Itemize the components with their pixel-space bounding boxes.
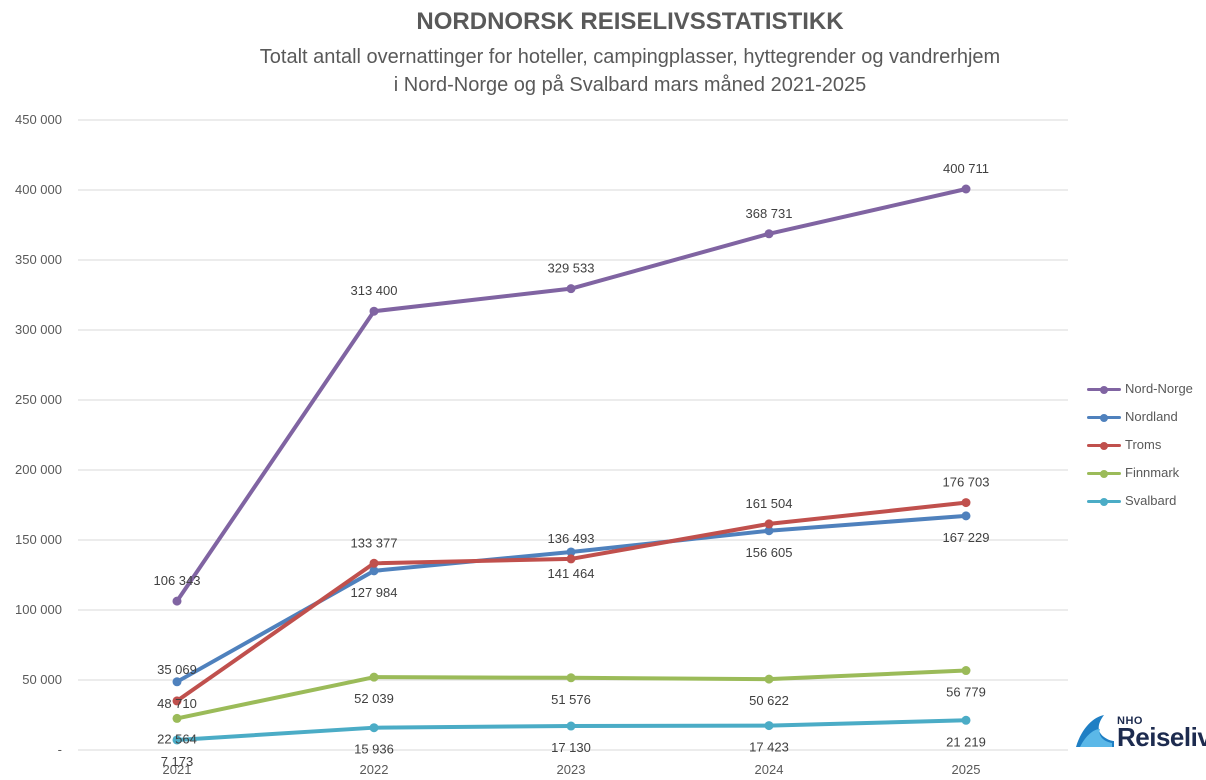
data-point-nord-norge <box>172 596 182 606</box>
x-axis-ticks: 2021 2022 2023 2024 2025 <box>163 762 981 777</box>
data-label-svalbard: 21 219 <box>946 734 986 749</box>
data-label-nord-norge: 313 400 <box>351 283 398 298</box>
data-label-troms: 161 504 <box>746 496 793 511</box>
data-point-svalbard <box>961 715 971 725</box>
data-label-nordland: 35 069 <box>157 662 197 677</box>
data-point-svalbard <box>764 721 774 731</box>
data-point-troms <box>764 519 774 529</box>
data-label-finnmark: 52 039 <box>354 691 394 706</box>
chart-title: NORDNORSK REISELIVSSTATISTIKK <box>416 8 844 35</box>
data-point-finnmark <box>961 666 971 676</box>
legend-label: Troms <box>1125 437 1162 452</box>
data-point-nord-norge <box>566 284 576 294</box>
data-point-troms <box>369 558 379 568</box>
data-point-nord-norge <box>764 229 774 239</box>
data-point-troms <box>961 498 971 508</box>
data-label-finnmark: 51 576 <box>551 692 591 707</box>
data-label-svalbard: 17 423 <box>749 740 789 755</box>
data-label-troms: 48 710 <box>157 696 197 711</box>
y-tick-label: 300 000 <box>15 322 62 337</box>
data-label-nordland: 156 605 <box>746 545 793 560</box>
data-label-troms: 176 703 <box>943 475 990 490</box>
data-point-troms <box>566 554 576 564</box>
data-label-finnmark: 22 564 <box>157 731 197 746</box>
legend-swatch <box>1087 441 1121 450</box>
data-labels: 106 343 313 400 329 533 368 731 400 711 35 06… <box>154 161 990 769</box>
legend-item-nordland: Nordland <box>1087 406 1202 434</box>
legend-item-nord-norge: Nord-Norge <box>1087 378 1202 406</box>
legend-swatch <box>1087 469 1121 478</box>
legend-label: Svalbard <box>1125 493 1177 508</box>
data-point-finnmark <box>764 674 774 684</box>
chart-subtitle: Totalt antall overnattinger for hoteller… <box>0 43 1206 99</box>
data-label-nordland: 127 984 <box>351 585 398 600</box>
y-axis-ticks: - 50 000 100 000 150 000 200 000 250 000 300 0… <box>15 112 62 757</box>
y-tick-label: 350 000 <box>15 252 62 267</box>
data-label-nordland: 141 464 <box>548 566 595 581</box>
data-point-troms <box>172 696 182 706</box>
logo-wave-icon <box>1076 715 1114 747</box>
data-point-nordland <box>961 511 971 521</box>
subtitle-line-1: Totalt antall overnattinger for hoteller… <box>259 46 1001 68</box>
data-label-svalbard: 17 130 <box>551 740 591 755</box>
data-point-svalbard <box>369 723 379 733</box>
legend-item-troms: Troms <box>1087 434 1202 462</box>
y-tick-label: 400 000 <box>15 182 62 197</box>
y-tick-label: 250 000 <box>15 392 62 407</box>
data-label-nord-norge: 400 711 <box>943 161 989 176</box>
y-tick-label: - <box>58 742 62 757</box>
nho-reiseliv-logo: NHO Reiseliv <box>1074 713 1206 753</box>
data-label-nordland: 167 229 <box>943 530 990 545</box>
data-label-nord-norge: 329 533 <box>548 261 595 276</box>
x-tick-label: 2022 <box>360 762 389 777</box>
x-tick-label: 2025 <box>952 762 981 777</box>
x-tick-label: 2021 <box>163 762 192 777</box>
y-tick-label: 100 000 <box>15 602 62 617</box>
legend-label: Nord-Norge <box>1125 381 1193 396</box>
data-label-finnmark: 50 622 <box>749 693 789 708</box>
legend-swatch <box>1087 413 1121 422</box>
x-tick-label: 2024 <box>755 762 784 777</box>
data-label-troms: 136 493 <box>548 531 595 546</box>
data-point-finnmark <box>369 672 379 682</box>
data-label-svalbard: 15 936 <box>354 742 394 757</box>
data-label-troms: 133 377 <box>351 535 398 550</box>
legend-item-finnmark: Finnmark <box>1087 462 1202 490</box>
data-point-finnmark <box>566 673 576 683</box>
data-point-nord-norge <box>369 306 379 316</box>
y-tick-label: 200 000 <box>15 462 62 477</box>
data-point-nordland <box>566 547 576 557</box>
y-tick-label: 50 000 <box>22 672 62 687</box>
logo-text-big: Reiseliv <box>1117 722 1206 752</box>
data-label-svalbard: 7 173 <box>161 754 194 769</box>
legend-swatch <box>1087 385 1121 394</box>
data-point-nordland <box>172 677 182 687</box>
legend-label: Finnmark <box>1125 465 1180 480</box>
data-label-finnmark: 56 779 <box>946 685 986 700</box>
subtitle-line-2: i Nord-Norge og på Svalbard mars måned 2… <box>393 74 867 96</box>
x-tick-label: 2023 <box>557 762 586 777</box>
data-point-nord-norge <box>961 184 971 194</box>
legend-item-svalbard: Svalbard <box>1087 490 1202 518</box>
gridlines <box>78 119 1068 751</box>
data-label-nord-norge: 106 343 <box>154 573 201 588</box>
logo-text-small: NHO <box>1117 715 1143 727</box>
y-tick-label: 450 000 <box>15 112 62 127</box>
data-point-nordland <box>764 526 774 536</box>
data-point-nordland <box>369 566 379 576</box>
legend-swatch <box>1087 497 1121 506</box>
data-point-finnmark <box>172 713 182 723</box>
legend: Nord-Norge Nordland Troms Finnmark Svalb… <box>1087 378 1202 518</box>
data-point-svalbard <box>566 721 576 731</box>
y-tick-label: 150 000 <box>15 532 62 547</box>
data-point-svalbard <box>172 735 182 745</box>
legend-label: Nordland <box>1125 409 1178 424</box>
series-points <box>172 184 971 745</box>
data-label-nord-norge: 368 731 <box>746 206 793 221</box>
